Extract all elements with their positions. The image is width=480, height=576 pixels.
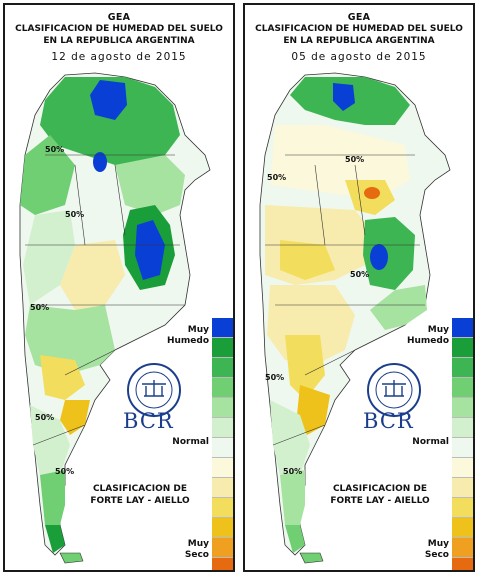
- legend-swatch: [212, 538, 233, 558]
- map-title-line1: CLASIFICACION DE HUMEDAD DEL SUELO: [255, 24, 463, 34]
- contour-label-50: 50%: [265, 373, 285, 382]
- legend-swatch: [452, 438, 473, 458]
- bcr-logo-text: BCR: [123, 409, 174, 433]
- legend-label-normal: Normal: [412, 437, 449, 447]
- legend-swatch: [212, 338, 233, 358]
- legend-swatch: [212, 438, 233, 458]
- legend-swatch: [452, 538, 473, 558]
- map-title-line1: CLASIFICACION DE HUMEDAD DEL SUELO: [15, 24, 223, 34]
- legend-swatch: [452, 498, 473, 518]
- map-panel-left: GEA CLASIFICACION DE HUMEDAD DEL SUELO E…: [3, 3, 235, 572]
- map-date: 05 de agosto de 2015: [291, 51, 427, 63]
- contour-label-50: 50%: [350, 270, 370, 279]
- legend-swatch: [452, 318, 473, 338]
- legend-swatch: [212, 318, 233, 338]
- contour-label-50: 50%: [267, 173, 287, 182]
- contour-label-50: 50%: [283, 467, 303, 476]
- legend-label-normal: Normal: [172, 437, 209, 447]
- legend-label-muy-humedo: Muy Humedo: [406, 325, 449, 346]
- map-panel-right: GEA CLASIFICACION DE HUMEDAD DEL SUELO E…: [243, 3, 475, 572]
- classification-method: CLASIFICACION DE FORTE LAY - AIELLO: [90, 484, 190, 506]
- legend-swatch: [212, 478, 233, 498]
- legend-swatch: [212, 418, 233, 438]
- legend-swatch: [212, 518, 233, 538]
- contour-label-50: 50%: [55, 467, 75, 476]
- legend-swatch: [212, 398, 233, 418]
- source-label: GEA: [347, 12, 371, 23]
- legend-label-muy-seco: Muy Seco: [424, 539, 449, 560]
- legend-swatch: [452, 558, 473, 570]
- bcr-seal-icon: [127, 363, 181, 417]
- contour-label-50: 50%: [65, 210, 85, 219]
- legend-swatch: [452, 398, 473, 418]
- legend-swatch: [452, 458, 473, 478]
- bcr-logo-text: BCR: [363, 409, 414, 433]
- legend-swatch: [452, 358, 473, 378]
- moisture-legend: [452, 318, 473, 570]
- legend-swatch: [452, 518, 473, 538]
- legend-swatch: [212, 558, 233, 570]
- legend-swatch: [212, 378, 233, 398]
- argentina-soil-moisture-map: [19, 72, 211, 564]
- bcr-seal-icon: [367, 363, 421, 417]
- argentina-soil-moisture-map: [259, 72, 451, 564]
- legend-swatch: [452, 478, 473, 498]
- classification-method: CLASIFICACION DE FORTE LAY - AIELLO: [330, 484, 430, 506]
- legend-swatch: [452, 378, 473, 398]
- legend-swatch: [212, 458, 233, 478]
- contour-label-50: 50%: [30, 303, 50, 312]
- legend-swatch: [212, 498, 233, 518]
- source-label: GEA: [107, 12, 131, 23]
- contour-label-50: 50%: [345, 155, 365, 164]
- map-title-line2: EN LA REPUBLICA ARGENTINA: [283, 36, 435, 46]
- contour-label-50: 50%: [35, 413, 55, 422]
- moisture-legend: [212, 318, 233, 570]
- legend-swatch: [452, 338, 473, 358]
- contour-label-50: 50%: [45, 145, 65, 154]
- legend-swatch: [452, 418, 473, 438]
- map-title-line2: EN LA REPUBLICA ARGENTINA: [43, 36, 195, 46]
- legend-label-muy-humedo: Muy Humedo: [166, 325, 209, 346]
- legend-label-muy-seco: Muy Seco: [184, 539, 209, 560]
- map-date: 12 de agosto de 2015: [51, 51, 187, 63]
- legend-swatch: [212, 358, 233, 378]
